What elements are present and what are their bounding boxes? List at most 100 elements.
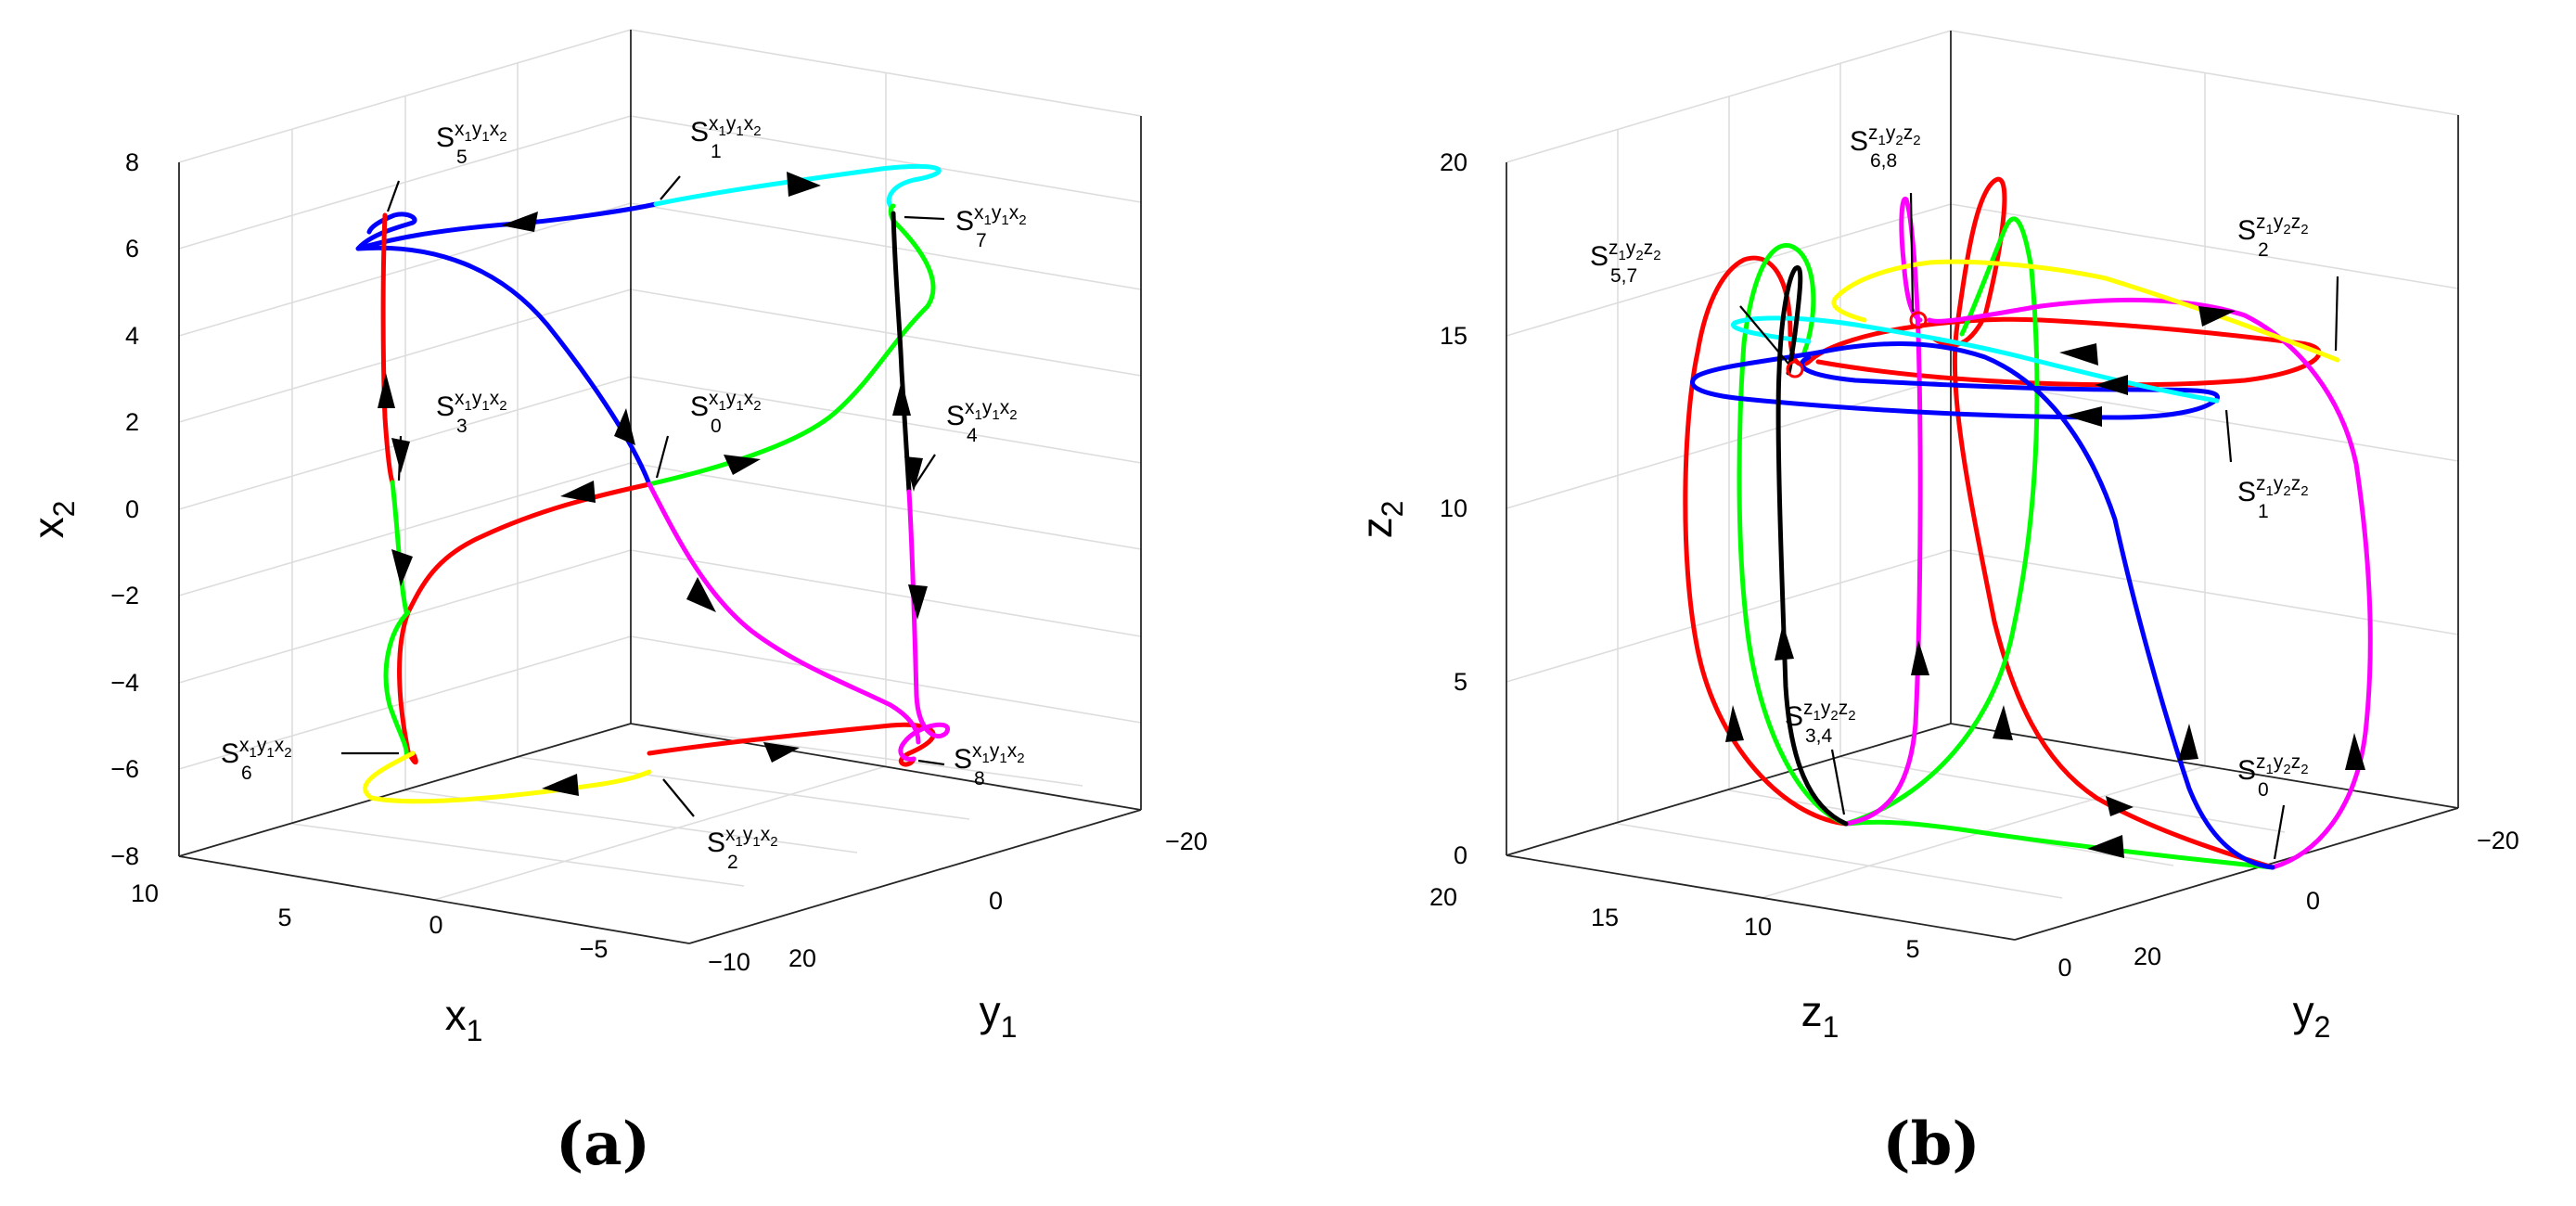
y-tick-label: 20 <box>2134 943 2161 970</box>
state-label: Sx1y1x2 6 <box>221 735 292 784</box>
series-blue-curve <box>1690 341 2275 870</box>
state-label: Sx1y1x2 7 <box>955 202 1027 251</box>
panel-a-trajectories <box>355 163 951 804</box>
x-tick-label: 20 <box>1429 883 1457 911</box>
equilibrium-marker <box>1909 311 1928 329</box>
equilibrium-marker <box>1786 360 1804 378</box>
z-tick-label: 0 <box>1454 841 1467 869</box>
z-tick-label: 8 <box>125 148 139 176</box>
direction-arrowhead <box>2178 724 2198 761</box>
direction-arrowhead <box>1993 705 2013 740</box>
panel-a-x-axis-label: x1 <box>445 991 483 1047</box>
z-tick-label: 20 <box>1440 148 1467 176</box>
state-label: Sx1y1x2 2 <box>707 824 778 873</box>
series-magenta-curve <box>647 481 951 762</box>
panel-a-y-axis-label: y1 <box>980 987 1018 1044</box>
panel-b-annotation-pointers <box>1739 192 2339 860</box>
z-tick-label: −8 <box>110 842 139 870</box>
direction-arrowhead <box>1775 623 1794 661</box>
z-tick-label: 5 <box>1454 668 1467 696</box>
panel-b-y-axis-label: y2 <box>2293 987 2331 1044</box>
panel-b-y-ticks: 20 0 −20 <box>2134 827 2519 970</box>
x-tick-label: −10 <box>708 948 750 976</box>
panel-a-x-ticks: 10 5 0 −5 −10 <box>131 879 750 976</box>
y-tick-label: −20 <box>1165 828 1208 855</box>
panel-b: 20 15 10 5 0 20 15 10 5 0 20 0 −20 z1 y2… <box>1352 30 2519 1179</box>
panel-a-axes-box <box>178 30 1142 944</box>
direction-arrowhead <box>724 455 761 475</box>
direction-arrowhead <box>2095 375 2128 395</box>
series-yellow-curve <box>1831 259 2340 363</box>
direction-arrowhead <box>1725 705 1744 742</box>
z-tick-label: 6 <box>125 235 139 263</box>
panel-a-label: (a) <box>556 1110 650 1179</box>
z-tick-label: −4 <box>110 669 139 697</box>
panel-a-annotation-pointers <box>341 175 945 817</box>
direction-arrowhead <box>2345 733 2365 770</box>
panel-a-annotations: Sx1y1x2 5 Sx1y1x2 1 Sx1y1x2 7 Sx1y1x2 3 Sx1y… <box>221 113 1027 873</box>
state-label: Sz1y2z2 1 <box>2237 473 2309 522</box>
state-label: Sx1y1x2 5 <box>436 119 507 168</box>
direction-arrowhead <box>892 380 911 416</box>
direction-arrowhead <box>908 584 928 620</box>
series-black-curve <box>891 211 912 494</box>
panel-b-trajectories <box>1683 176 2373 870</box>
direction-arrowhead <box>2198 306 2236 327</box>
series-cyan-curve <box>1730 315 2220 404</box>
z-tick-label: 10 <box>1440 494 1467 522</box>
panel-a-direction-arrows <box>378 172 928 796</box>
x-tick-label: 5 <box>1905 935 1919 963</box>
direction-arrowhead <box>501 212 538 232</box>
panel-a: 8 6 4 2 0 −2 −4 −6 −8 10 5 0 −5 −10 20 0… <box>24 29 1208 1179</box>
panel-b-annotations: Sz1y2z2 6,8 Sz1y2z2 5,7 Sz1y2z2 2 Sz1y2z2 1 … <box>1590 122 2309 801</box>
x-tick-label: 10 <box>1744 913 1772 941</box>
series-red-curve <box>380 212 936 767</box>
direction-arrowhead <box>542 774 579 796</box>
state-label: Sx1y1x2 8 <box>954 740 1025 789</box>
panel-a-z-ticks: 8 6 4 2 0 −2 −4 −6 −8 <box>110 148 139 870</box>
panel-b-grid <box>1506 30 2459 941</box>
state-label: Sz1y2z2 5,7 <box>1590 237 1661 287</box>
z-tick-label: 4 <box>125 322 139 350</box>
panel-b-x-axis-label: z1 <box>1801 987 1839 1044</box>
panel-b-z-axis-label: z2 <box>1352 501 1409 539</box>
z-tick-label: 0 <box>125 495 139 523</box>
direction-arrowhead <box>2065 406 2102 427</box>
y-tick-label: 0 <box>2306 887 2320 915</box>
y-tick-label: −20 <box>2477 827 2519 854</box>
panel-a-y-ticks: 20 0 −20 <box>788 828 1208 972</box>
panel-b-axes-box <box>1506 31 2459 941</box>
state-label: Sx1y1x2 3 <box>436 388 507 437</box>
state-label: Sz1y2z2 2 <box>2237 212 2309 261</box>
series-yellow-curve <box>363 751 652 804</box>
x-tick-label: 15 <box>1591 904 1619 931</box>
direction-arrowhead <box>391 549 413 586</box>
direction-arrowhead <box>787 172 821 197</box>
direction-arrowhead <box>904 456 923 492</box>
direction-arrowhead <box>560 481 596 503</box>
state-label: Sz1y2z2 6,8 <box>1850 122 1921 172</box>
panel-b-z-ticks: 20 15 10 5 0 <box>1440 148 1467 869</box>
y-tick-label: 20 <box>788 944 816 972</box>
direction-arrowhead <box>2087 835 2124 858</box>
panel-a-z-axis-label: x2 <box>24 501 81 539</box>
state-label: Sz1y2z2 0 <box>2237 751 2309 801</box>
z-tick-label: −6 <box>110 755 139 783</box>
direction-arrowhead <box>2106 796 2134 816</box>
panel-a-grid <box>178 29 1142 944</box>
direction-arrowhead <box>763 742 800 763</box>
series-cyan-curve <box>653 163 942 209</box>
panel-b-label: (b) <box>1882 1110 1980 1179</box>
x-tick-label: 0 <box>429 911 442 939</box>
panel-b-direction-arrows <box>1725 306 2365 858</box>
direction-arrowhead <box>1911 640 1929 675</box>
z-tick-label: −2 <box>110 582 139 609</box>
z-tick-label: 15 <box>1440 322 1467 350</box>
panel-b-x-ticks: 20 15 10 5 0 <box>1429 883 2072 981</box>
direction-arrowhead <box>614 408 635 445</box>
x-tick-label: −5 <box>580 935 609 963</box>
state-label: Sx1y1x2 4 <box>946 397 1018 446</box>
direction-arrowhead <box>2059 343 2098 366</box>
direction-arrowhead <box>378 373 395 408</box>
